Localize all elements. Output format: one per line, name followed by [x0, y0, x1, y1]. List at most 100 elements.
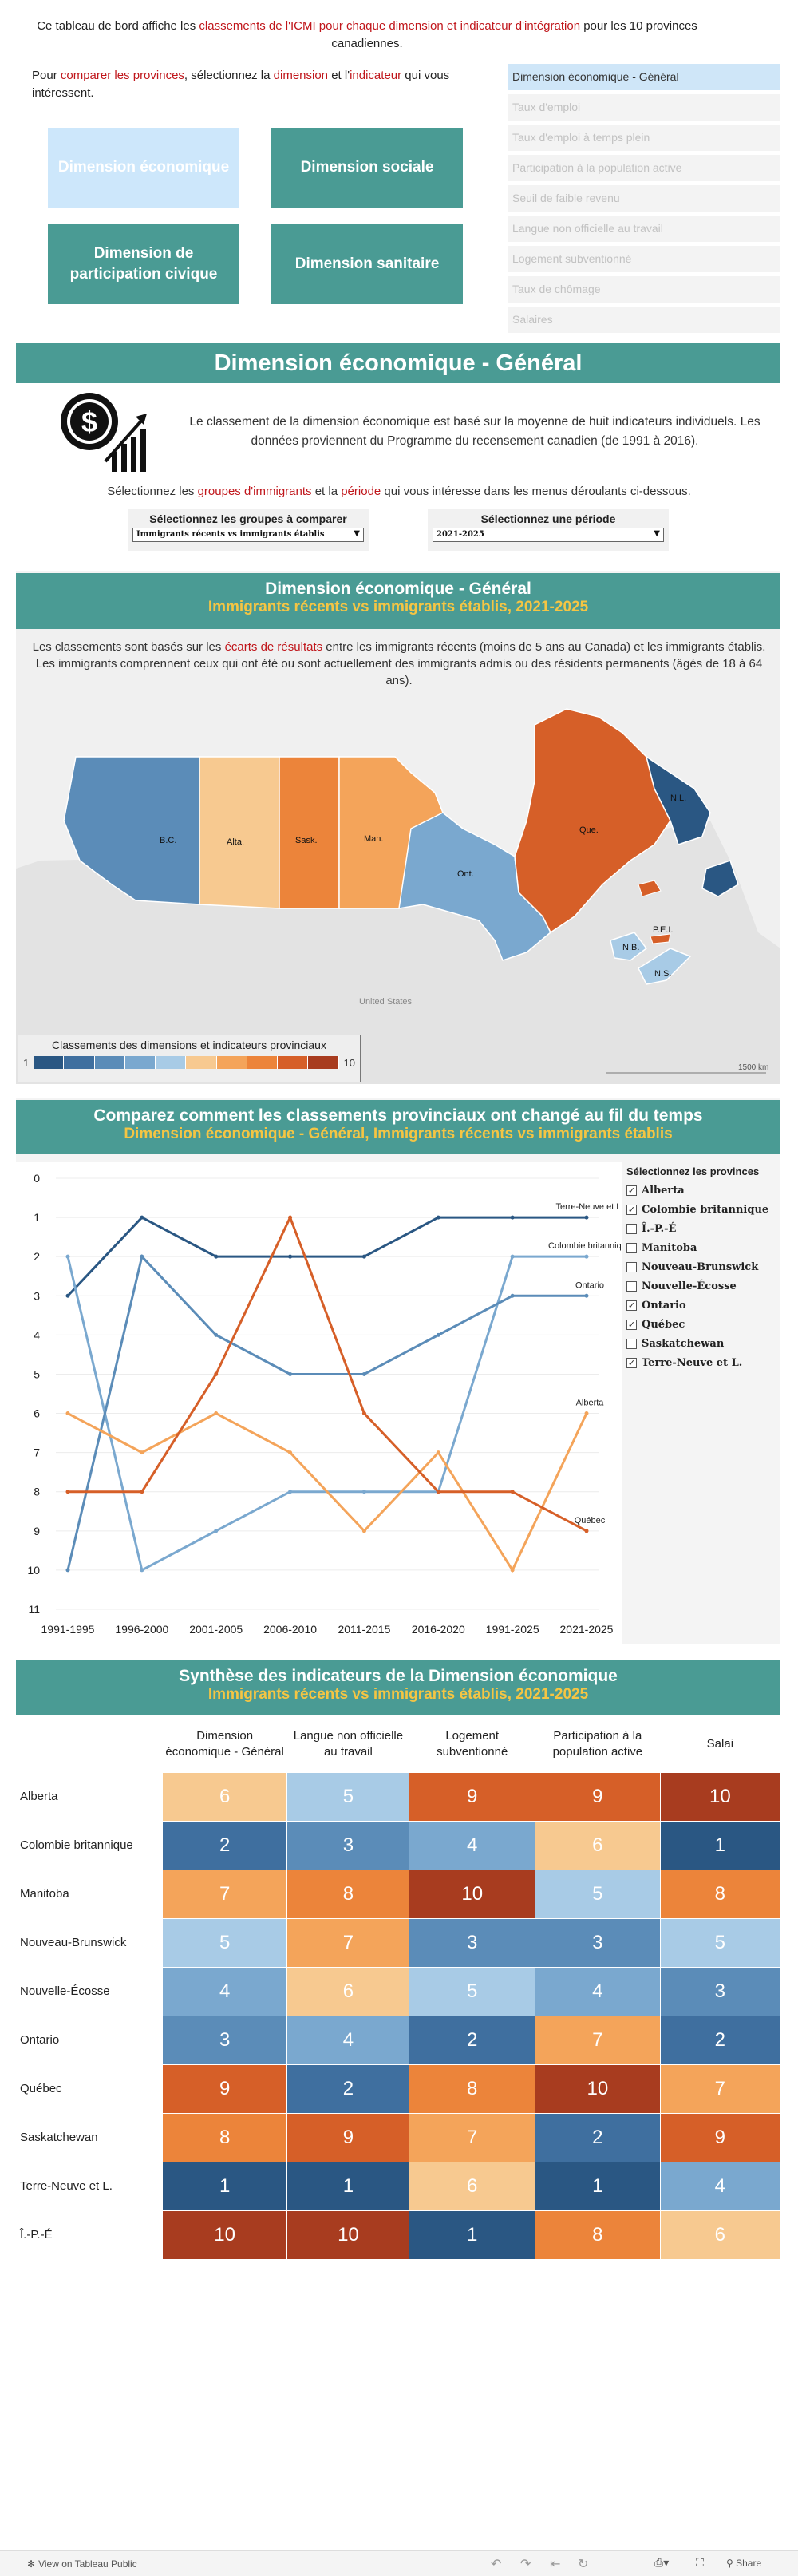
heat-cell[interactable]: 3 — [409, 1917, 535, 1968]
heat-cell[interactable]: 10 — [535, 2064, 661, 2114]
heat-cell[interactable]: 7 — [286, 1917, 410, 1968]
heat-cell[interactable]: 8 — [161, 2112, 288, 2162]
view-on-tableau-link[interactable]: ✻ View on Tableau Public — [27, 2558, 137, 2570]
heat-cell[interactable]: 10 — [286, 2210, 410, 2260]
heat-cell[interactable]: 6 — [286, 1966, 410, 2016]
province-checkbox[interactable]: ✓ Ontario — [626, 1296, 782, 1315]
heat-cell[interactable]: 6 — [535, 1820, 661, 1870]
province-checkbox[interactable]: Î.-P.-É — [626, 1219, 782, 1238]
heat-cell[interactable]: 5 — [409, 1966, 535, 2016]
heat-cell[interactable]: 1 — [409, 2210, 535, 2260]
province-ns[interactable] — [638, 948, 692, 985]
heat-cell[interactable]: 2 — [535, 2112, 661, 2162]
heat-cell[interactable]: 4 — [535, 1966, 661, 2016]
province-checkbox[interactable]: Saskatchewan — [626, 1334, 782, 1353]
indicator-item[interactable]: Langue non officielle au travail — [508, 216, 780, 242]
province-nl[interactable] — [645, 755, 739, 897]
heat-cell[interactable]: 3 — [286, 1820, 410, 1870]
heat-cell[interactable]: 5 — [659, 1917, 780, 1968]
province-checkbox[interactable]: Manitoba — [626, 1238, 782, 1257]
undo-icon[interactable]: ↶ — [491, 2558, 502, 2571]
heat-cell[interactable]: 4 — [409, 1820, 535, 1870]
heat-cell[interactable]: 7 — [659, 2064, 780, 2114]
share-button[interactable]: ⚲ Share — [726, 2558, 761, 2569]
heat-cell[interactable]: 3 — [535, 1917, 661, 1968]
heat-cell[interactable]: 6 — [409, 2161, 535, 2211]
redo-icon[interactable]: ↷ — [520, 2558, 531, 2571]
province-qc[interactable] — [514, 708, 671, 934]
province-checkbox[interactable]: ✓ Alberta — [626, 1181, 782, 1200]
dimension-economique-button[interactable]: Dimension économique — [48, 128, 239, 208]
heat-cell[interactable]: 7 — [409, 2112, 535, 2162]
heat-cell[interactable]: 8 — [535, 2210, 661, 2260]
heat-cell[interactable]: 8 — [409, 2064, 535, 2114]
heat-cell[interactable]: 6 — [161, 1771, 288, 1822]
heat-cell[interactable]: 9 — [161, 2064, 288, 2114]
legend-swatch — [247, 1056, 279, 1069]
series-end-label: Québec — [575, 1516, 606, 1525]
heat-cell[interactable]: 5 — [286, 1771, 410, 1822]
province-checkbox[interactable]: Nouveau-Brunswick — [626, 1257, 782, 1276]
heat-cell[interactable]: 10 — [409, 1869, 535, 1919]
map-subtitle: Immigrants récents vs immigrants établis… — [207, 599, 589, 615]
province-checkbox-label: Manitoba — [642, 1241, 697, 1254]
heat-cell[interactable]: 2 — [161, 1820, 288, 1870]
heat-cell[interactable]: 9 — [409, 1771, 535, 1822]
indicator-item[interactable]: Seuil de faible revenu — [508, 185, 780, 212]
heat-column-header: Logement subventionné — [437, 1728, 508, 1759]
y-tick-label: 2 — [34, 1250, 40, 1263]
dimension-sanitaire-button[interactable]: Dimension sanitaire — [271, 224, 463, 304]
heat-cell[interactable]: 5 — [535, 1869, 661, 1919]
heat-cell[interactable]: 10 — [659, 1771, 780, 1822]
province-checkbox[interactable]: ✓ Terre-Neuve et L. — [626, 1353, 782, 1372]
province-map[interactable]: United States B.C. Alta. Sask. Man. Ont.… — [16, 629, 780, 1084]
heat-cell[interactable]: 3 — [659, 1966, 780, 2016]
heat-cell[interactable]: 1 — [161, 2161, 288, 2211]
heat-cell[interactable]: 2 — [409, 2015, 535, 2065]
heat-cell[interactable]: 5 — [161, 1917, 288, 1968]
heat-cell[interactable]: 4 — [161, 1966, 288, 2016]
heat-cell[interactable]: 1 — [286, 2161, 410, 2211]
province-checkbox[interactable]: ✓ Colombie britannique — [626, 1200, 782, 1219]
province-checkbox[interactable]: Nouvelle-Écosse — [626, 1276, 782, 1296]
heat-cell[interactable]: 8 — [659, 1869, 780, 1919]
indicator-item[interactable]: Participation à la population active — [508, 155, 780, 181]
heat-cell[interactable]: 4 — [659, 2161, 780, 2211]
province-nb[interactable] — [610, 932, 648, 961]
heat-cell[interactable]: 9 — [286, 2112, 410, 2162]
province-ab[interactable] — [199, 756, 280, 909]
indicator-item[interactable]: Taux de chômage — [508, 276, 780, 303]
heat-cell[interactable]: 1 — [535, 2161, 661, 2211]
province-checkbox[interactable]: ✓ Québec — [626, 1315, 782, 1334]
heat-cell[interactable]: 10 — [161, 2210, 288, 2260]
heat-cell[interactable]: 2 — [286, 2064, 410, 2114]
download-icon[interactable]: ⎙▾ — [654, 2556, 670, 2569]
heat-cell[interactable]: 1 — [659, 1820, 780, 1870]
heat-cell[interactable]: 7 — [161, 1869, 288, 1919]
heat-cell[interactable]: 7 — [535, 2015, 661, 2065]
province-sk[interactable] — [279, 756, 340, 909]
province-pei[interactable] — [650, 933, 671, 944]
line-chart[interactable]: 0 1 2 3 4 5 6 7 8 9 10 11 1991-1995 1996-2000 2001-200… — [16, 1162, 631, 1649]
refresh-icon[interactable]: ↻ — [578, 2558, 589, 2571]
indicator-item[interactable]: Taux d'emploi à temps plein — [508, 125, 780, 151]
dimension-civique-button[interactable]: Dimension de participation civique — [48, 224, 239, 304]
heat-cell[interactable]: 9 — [659, 2112, 780, 2162]
heat-cell[interactable]: 6 — [659, 2210, 780, 2260]
fullscreen-icon[interactable]: ⛶ — [696, 2556, 704, 2569]
dimension-sociale-button[interactable]: Dimension sociale — [271, 128, 463, 208]
heat-cell[interactable]: 2 — [659, 2015, 780, 2065]
group-dropdown[interactable]: Immigrants récents vs immigrants établis… — [132, 528, 364, 542]
indicator-item[interactable]: Dimension économique - Général — [508, 64, 780, 90]
period-dropdown[interactable]: 2021-2025 ▼ — [433, 528, 664, 542]
heat-cell[interactable]: 4 — [286, 2015, 410, 2065]
heat-cell[interactable]: 8 — [286, 1869, 410, 1919]
revert-icon[interactable]: ⇤ — [550, 2558, 561, 2571]
indicator-item[interactable]: Logement subventionné — [508, 246, 780, 272]
province-on[interactable] — [398, 812, 551, 961]
indicator-item[interactable]: Salaires — [508, 307, 780, 333]
heat-row-label: Colombie britannique — [16, 1820, 163, 1870]
indicator-item[interactable]: Taux d'emploi — [508, 94, 780, 121]
heat-cell[interactable]: 9 — [535, 1771, 661, 1822]
heat-cell[interactable]: 3 — [161, 2015, 288, 2065]
